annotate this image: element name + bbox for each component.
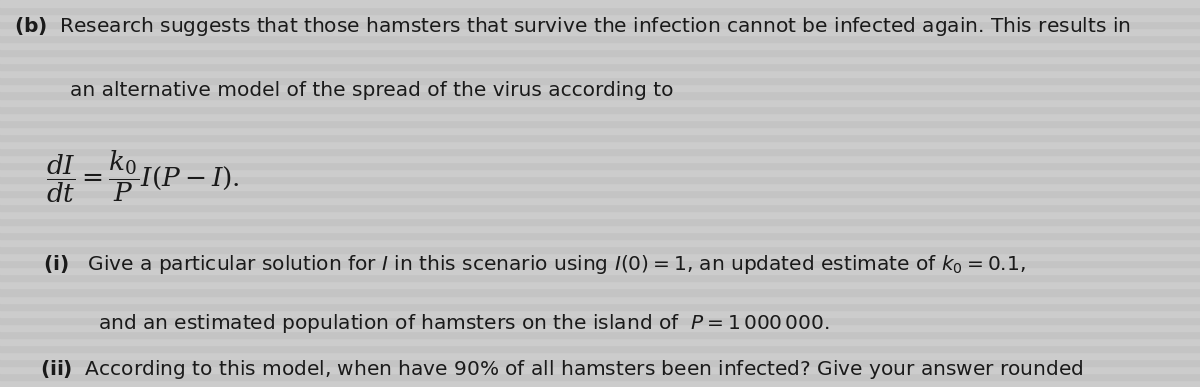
Bar <box>0 0 1200 7</box>
Bar <box>0 169 1200 176</box>
Bar <box>0 134 1200 141</box>
Text: $\mathbf{(i)}$   Give a particular solution for $I$ in this scenario using $I(0): $\mathbf{(i)}$ Give a particular solutio… <box>43 253 1026 276</box>
Bar <box>0 345 1200 352</box>
Bar <box>0 35 1200 42</box>
Bar <box>0 42 1200 49</box>
Bar <box>0 324 1200 331</box>
Text: and an estimated population of hamsters on the island of  $P = 1\,000\,000$.: and an estimated population of hamsters … <box>98 312 830 334</box>
Bar <box>0 253 1200 260</box>
Bar <box>0 141 1200 148</box>
Bar <box>0 260 1200 267</box>
Bar <box>0 106 1200 113</box>
Bar <box>0 239 1200 246</box>
Bar <box>0 49 1200 56</box>
Text: $\mathbf{(ii)}$  According to this model, when have $90\%$ of all hamsters been : $\mathbf{(ii)}$ According to this model,… <box>40 358 1082 381</box>
Bar <box>0 162 1200 169</box>
Bar <box>0 296 1200 303</box>
Bar <box>0 366 1200 373</box>
Bar <box>0 120 1200 127</box>
Bar <box>0 380 1200 387</box>
Bar <box>0 63 1200 70</box>
Bar <box>0 281 1200 288</box>
Bar <box>0 331 1200 338</box>
Text: $\dfrac{dI}{dt} = \dfrac{k_0}{P}I(P - I).$: $\dfrac{dI}{dt} = \dfrac{k_0}{P}I(P - I)… <box>46 149 239 205</box>
Bar <box>0 56 1200 63</box>
Bar <box>0 225 1200 232</box>
Bar <box>0 359 1200 366</box>
Bar <box>0 373 1200 380</box>
Bar <box>0 338 1200 345</box>
Bar <box>0 70 1200 77</box>
Bar <box>0 77 1200 84</box>
Bar <box>0 197 1200 204</box>
Bar <box>0 127 1200 134</box>
Bar <box>0 155 1200 162</box>
Bar <box>0 232 1200 239</box>
Text: $\mathbf{(b)}$  Research suggests that those hamsters that survive the infection: $\mathbf{(b)}$ Research suggests that th… <box>14 15 1132 38</box>
Bar <box>0 28 1200 35</box>
Bar <box>0 352 1200 359</box>
Bar <box>0 274 1200 281</box>
Bar <box>0 218 1200 225</box>
Bar <box>0 7 1200 14</box>
Bar <box>0 317 1200 324</box>
Bar <box>0 176 1200 183</box>
Bar <box>0 84 1200 91</box>
Bar <box>0 21 1200 28</box>
Bar <box>0 303 1200 310</box>
Text: an alternative model of the spread of the virus according to: an alternative model of the spread of th… <box>70 81 673 100</box>
Bar <box>0 91 1200 99</box>
Bar <box>0 190 1200 197</box>
Bar <box>0 113 1200 120</box>
Bar <box>0 183 1200 190</box>
Bar <box>0 148 1200 155</box>
Bar <box>0 288 1200 296</box>
Bar <box>0 310 1200 317</box>
Bar <box>0 267 1200 274</box>
Bar <box>0 99 1200 106</box>
Bar <box>0 204 1200 211</box>
Bar <box>0 14 1200 21</box>
Bar <box>0 246 1200 253</box>
Bar <box>0 211 1200 218</box>
